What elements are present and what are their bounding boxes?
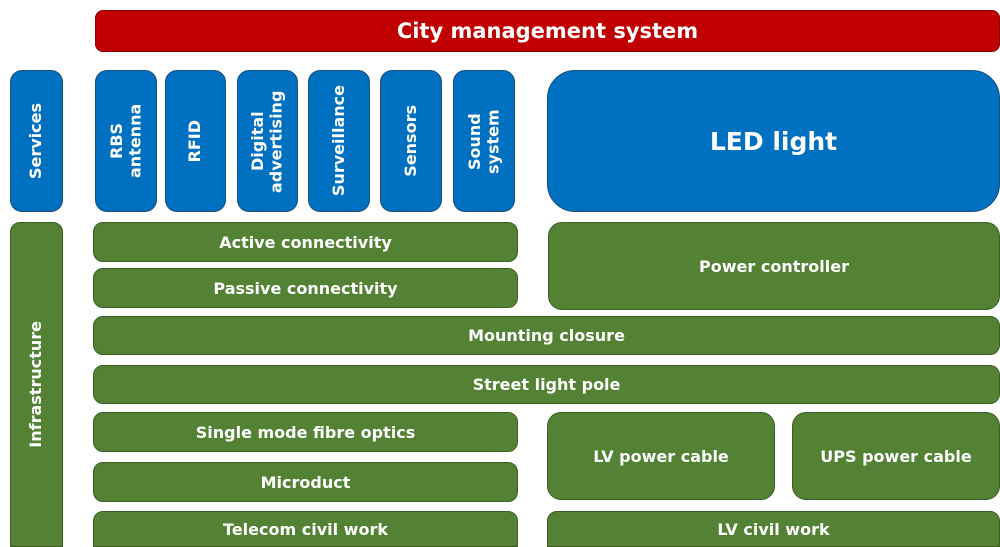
infrastructure-label: Infrastructure	[26, 321, 46, 448]
infra-block: LV civil work	[547, 511, 1000, 547]
infra-label: UPS power cable	[820, 446, 972, 466]
led-light-label: LED light	[709, 126, 838, 156]
infra-label: Street light pole	[472, 375, 621, 394]
service-box: Sensors	[380, 70, 442, 212]
infra-label: Active connectivity	[219, 232, 392, 252]
service-label: Sensors	[400, 105, 420, 177]
service-box: RBS antenna	[95, 70, 157, 212]
infra-label: LV power cable	[593, 446, 729, 466]
infra-label: Single mode fibre optics	[195, 422, 416, 442]
infra-block: UPS power cable	[792, 412, 1000, 500]
services-label-box: Services	[10, 70, 63, 212]
infra-block: Power controller	[548, 222, 1000, 310]
service-label: RFID	[185, 119, 205, 163]
service-box: Digital advertising	[237, 70, 298, 212]
title-bar: City management system	[95, 10, 1000, 52]
service-box: Surveillance	[308, 70, 370, 212]
service-label: RBS antenna	[106, 103, 144, 179]
infra-label: LV civil work	[717, 519, 830, 539]
service-label: Sound system	[464, 108, 502, 174]
infra-block: Active connectivity	[93, 222, 518, 262]
service-box: RFID	[165, 70, 226, 212]
infra-label: Telecom civil work	[223, 519, 388, 539]
infrastructure-label-box: Infrastructure	[10, 222, 63, 547]
infra-block: LV power cable	[547, 412, 775, 500]
infra-block: Mounting closure	[93, 316, 1000, 355]
service-label: Surveillance	[328, 85, 348, 197]
infra-block: Telecom civil work	[93, 511, 518, 547]
infra-block: Single mode fibre optics	[93, 412, 518, 452]
infra-label: Passive connectivity	[213, 278, 398, 298]
infra-block: Street light pole	[93, 365, 1000, 404]
service-label: Digital advertising	[248, 89, 286, 193]
service-box: Sound system	[453, 70, 515, 212]
title: City management system	[396, 19, 699, 43]
infra-block: Passive connectivity	[93, 268, 518, 308]
infra-label: Microduct	[260, 472, 351, 492]
infra-block: Microduct	[93, 462, 518, 502]
led-light-box: LED light	[547, 70, 1000, 212]
infra-label: Mounting closure	[468, 326, 625, 345]
services-label: Services	[26, 102, 46, 180]
infra-label: Power controller	[699, 256, 849, 276]
